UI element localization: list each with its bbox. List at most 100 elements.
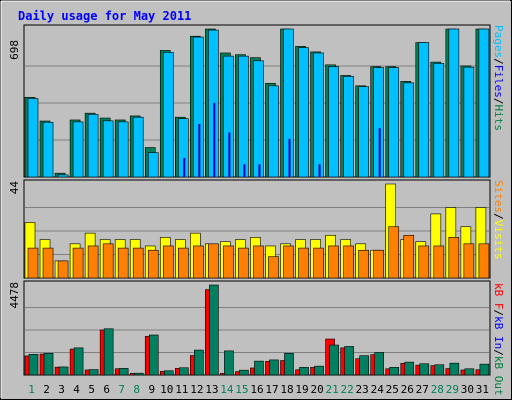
day-label: 4 xyxy=(73,383,80,396)
day-label: 28 xyxy=(431,383,444,396)
kb-out-bar xyxy=(254,360,264,376)
files-bar xyxy=(403,82,415,178)
kb-out-bar xyxy=(389,367,400,376)
files-bar xyxy=(117,121,129,178)
sites-bar xyxy=(403,234,415,279)
sites-bar xyxy=(238,247,249,279)
files-bar xyxy=(313,52,324,178)
pages-bar xyxy=(243,164,246,177)
day-label: 18 xyxy=(280,383,293,396)
sites-bar xyxy=(328,245,339,279)
kb-out-bar xyxy=(224,350,234,376)
pages-bar xyxy=(258,164,261,177)
sites-bar xyxy=(178,247,189,279)
kb-out-bar xyxy=(434,364,445,376)
files-bar xyxy=(162,52,174,178)
day-label: 25 xyxy=(386,383,399,396)
day-label: 29 xyxy=(446,383,459,396)
sites-bar xyxy=(358,249,369,279)
sites-bar xyxy=(313,247,324,279)
pages-bar xyxy=(183,158,186,177)
day-label: 19 xyxy=(295,383,308,396)
sites-bar xyxy=(343,245,354,279)
legend-entry: kB F xyxy=(492,283,505,310)
kb-out-bar xyxy=(449,362,460,376)
kb-out-bar xyxy=(118,368,129,376)
kb-out-bar xyxy=(269,359,279,376)
kb-out-bar xyxy=(209,284,219,376)
legend-entry: / xyxy=(492,213,505,220)
files-bar xyxy=(478,28,490,178)
sites-bar xyxy=(283,245,294,279)
legend-entry: Visits xyxy=(492,220,505,260)
day-label: 27 xyxy=(416,383,429,396)
day-label: 6 xyxy=(103,383,110,396)
files-bar xyxy=(448,28,460,178)
kb-out-bar xyxy=(314,365,324,376)
day-labels: 1 2 3 4 5 6 7 8 9 10 11 12 13 14 15 16 17 18 19 20 21 22 23 24 2… xyxy=(28,383,489,396)
kb-out-bar xyxy=(239,369,249,376)
kb-out-bar xyxy=(163,370,174,376)
bottom-legend: kB F/kB In/kB Out xyxy=(492,283,505,396)
files-bar xyxy=(42,121,54,178)
day-label: 12 xyxy=(190,383,203,396)
sites-bar xyxy=(162,245,174,279)
kb-out-bar xyxy=(359,355,369,376)
legend-entry: / xyxy=(492,58,505,65)
sites-bar xyxy=(57,260,69,279)
kb-out-bar xyxy=(479,363,490,376)
bottom-max-label: 4478 xyxy=(8,282,21,309)
kb-out-bar xyxy=(329,344,339,376)
sites-bar xyxy=(373,249,384,279)
day-label: 23 xyxy=(356,383,369,396)
sites-bar xyxy=(208,243,219,279)
legend-entry: / xyxy=(492,310,505,317)
sites-bar xyxy=(448,237,460,279)
kb-out-bar xyxy=(43,352,54,376)
day-label: 31 xyxy=(476,383,489,396)
kb-out-bar xyxy=(179,367,189,376)
hits-files-pages-bars xyxy=(24,28,490,178)
files-bar xyxy=(418,42,430,178)
sites-bar xyxy=(102,243,114,279)
sites-bar xyxy=(478,243,490,279)
day-label: 26 xyxy=(401,383,414,396)
sites-bar xyxy=(193,245,204,279)
sites-bar xyxy=(87,245,99,279)
files-bar xyxy=(388,67,400,178)
files-bar xyxy=(87,114,99,178)
files-bar xyxy=(27,98,39,178)
kb-out-bar xyxy=(133,372,144,376)
day-label: 16 xyxy=(250,383,263,396)
files-bar xyxy=(463,66,475,178)
day-label: 2 xyxy=(43,383,50,396)
kb-out-bar xyxy=(58,366,69,376)
pages-bar xyxy=(378,128,381,177)
visits-sites-bars xyxy=(24,183,490,279)
files-bar xyxy=(147,152,159,178)
sites-bar xyxy=(42,247,54,279)
day-label: 24 xyxy=(371,383,385,396)
legend-entry: / xyxy=(492,98,505,105)
day-label: 15 xyxy=(235,383,248,396)
kb-out-bar xyxy=(103,328,114,376)
sites-bar xyxy=(72,247,84,279)
kb-out-bar xyxy=(464,368,475,376)
kb-out-bar xyxy=(88,369,99,376)
day-label: 10 xyxy=(160,383,173,396)
middle-max-label: 44 xyxy=(8,181,21,195)
files-bar xyxy=(298,47,309,178)
sites-bar xyxy=(253,245,264,279)
sites-bar xyxy=(418,245,430,279)
middle-legend: Sites/Visits xyxy=(492,180,505,260)
day-label: 20 xyxy=(310,383,323,396)
day-label: 22 xyxy=(341,383,354,396)
legend-entry: / xyxy=(492,349,505,356)
sites-bar xyxy=(117,247,129,279)
files-bar xyxy=(328,66,339,178)
kb-out-bar xyxy=(299,367,309,376)
pages-bar xyxy=(213,102,216,177)
sites-bar xyxy=(298,247,309,279)
day-label: 13 xyxy=(205,383,218,396)
kb-out-bar xyxy=(374,352,384,376)
